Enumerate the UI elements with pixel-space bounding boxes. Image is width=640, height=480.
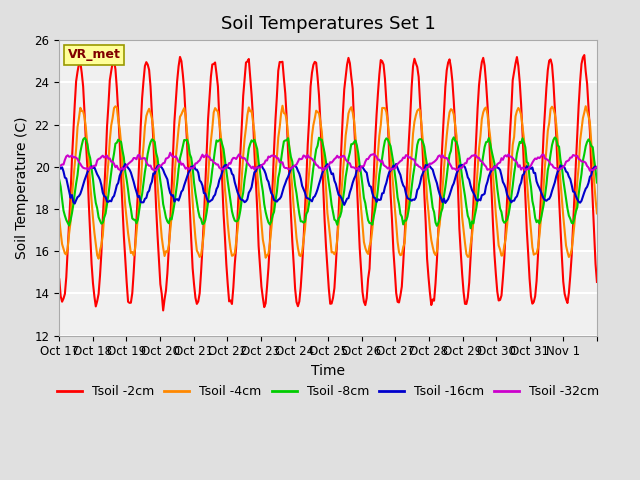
- Line: Tsoil -32cm: Tsoil -32cm: [60, 153, 597, 171]
- Line: Tsoil -2cm: Tsoil -2cm: [60, 55, 597, 311]
- Y-axis label: Soil Temperature (C): Soil Temperature (C): [15, 117, 29, 259]
- Tsoil -8cm: [450, 134, 458, 140]
- Tsoil -8cm: [467, 226, 474, 231]
- Tsoil -4cm: [593, 211, 601, 216]
- Tsoil -4cm: [335, 220, 342, 226]
- Tsoil -8cm: [522, 144, 529, 150]
- Tsoil -16cm: [90, 165, 98, 170]
- Tsoil -32cm: [56, 163, 63, 169]
- Tsoil -8cm: [90, 190, 98, 196]
- Tsoil -8cm: [74, 172, 81, 178]
- Tsoil -2cm: [593, 279, 601, 285]
- Tsoil -16cm: [442, 200, 449, 206]
- Tsoil -8cm: [56, 177, 63, 183]
- Tsoil -32cm: [356, 168, 364, 174]
- Tsoil -32cm: [522, 168, 529, 173]
- Tsoil -2cm: [520, 164, 528, 169]
- Tsoil -32cm: [592, 165, 600, 171]
- Tsoil -16cm: [392, 161, 400, 167]
- Tsoil -16cm: [592, 164, 600, 169]
- Tsoil -32cm: [333, 153, 341, 158]
- Tsoil -2cm: [90, 293, 98, 299]
- Tsoil -32cm: [166, 150, 174, 156]
- Line: Tsoil -16cm: Tsoil -16cm: [60, 164, 597, 205]
- Tsoil -2cm: [56, 276, 63, 282]
- Line: Tsoil -4cm: Tsoil -4cm: [60, 106, 597, 259]
- X-axis label: Time: Time: [311, 364, 345, 378]
- Tsoil -4cm: [74, 124, 81, 130]
- Tsoil -32cm: [74, 156, 81, 162]
- Tsoil -8cm: [592, 167, 600, 173]
- Tsoil -2cm: [74, 69, 81, 74]
- Tsoil -4cm: [90, 229, 98, 235]
- Tsoil -2cm: [333, 237, 341, 242]
- Tsoil -16cm: [340, 202, 348, 208]
- Tsoil -16cm: [74, 194, 81, 200]
- Tsoil -4cm: [522, 156, 529, 161]
- Tsoil -16cm: [332, 181, 340, 187]
- Line: Tsoil -8cm: Tsoil -8cm: [60, 137, 597, 228]
- Tsoil -16cm: [56, 164, 63, 169]
- Tsoil -32cm: [593, 164, 601, 170]
- Tsoil -16cm: [522, 167, 529, 172]
- Tsoil -2cm: [580, 52, 588, 58]
- Tsoil -4cm: [95, 256, 102, 262]
- Legend: Tsoil -2cm, Tsoil -4cm, Tsoil -8cm, Tsoil -16cm, Tsoil -32cm: Tsoil -2cm, Tsoil -4cm, Tsoil -8cm, Tsoi…: [52, 380, 604, 403]
- Tsoil -32cm: [90, 163, 98, 168]
- Tsoil -2cm: [440, 111, 448, 117]
- Tsoil -8cm: [332, 218, 340, 224]
- Title: Soil Temperatures Set 1: Soil Temperatures Set 1: [221, 15, 435, 33]
- Tsoil -4cm: [278, 103, 286, 108]
- Tsoil -2cm: [592, 261, 600, 267]
- Tsoil -4cm: [442, 148, 449, 154]
- Tsoil -32cm: [442, 155, 449, 161]
- Tsoil -4cm: [56, 216, 63, 222]
- Tsoil -8cm: [593, 180, 601, 185]
- Tsoil -2cm: [159, 308, 167, 313]
- Text: VR_met: VR_met: [68, 48, 120, 61]
- Tsoil -16cm: [593, 165, 601, 171]
- Tsoil -4cm: [592, 196, 600, 202]
- Tsoil -8cm: [438, 205, 446, 211]
